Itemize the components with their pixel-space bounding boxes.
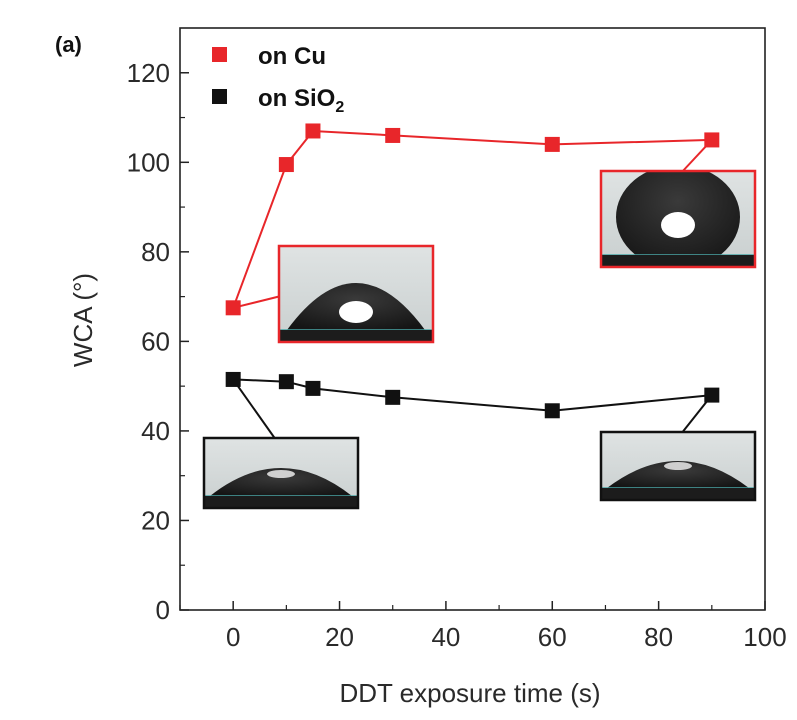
point-sio2: [278, 374, 294, 390]
x-tick-label: 0: [226, 622, 240, 652]
panel-label: (a): [55, 32, 82, 57]
substrate: [601, 488, 755, 500]
series-cu: [225, 123, 720, 316]
substrate: [279, 330, 433, 342]
point-cu: [385, 127, 401, 143]
point-sio2: [544, 403, 560, 419]
series-line-sio2: [233, 378, 712, 412]
plot-border: [179, 27, 766, 611]
droplet-highlight: [664, 462, 692, 470]
y-tick-label: 0: [156, 595, 170, 625]
y-axis-title: WCA (°): [68, 273, 98, 367]
legend-item-cu: on Cu: [212, 43, 326, 70]
inset-sio2-0s: [202, 436, 360, 510]
legend-label: on Cu: [258, 43, 326, 70]
y-tick-label: 80: [141, 237, 170, 267]
inset-sio2-90s: [599, 430, 757, 502]
legend-marker: [212, 47, 227, 62]
y-tick-label: 20: [141, 505, 170, 535]
point-cu: [278, 157, 294, 173]
connector-inset-cu-0s: [232, 295, 282, 309]
legend: on Cu on SiO2: [212, 43, 344, 116]
inset-cu-0s: [277, 244, 435, 344]
connector-inset-sio2-0s: [232, 378, 277, 441]
point-sio2: [385, 389, 401, 405]
x-tick-label: 80: [644, 622, 673, 652]
droplet-highlight: [267, 470, 295, 478]
series-layer: [225, 123, 720, 419]
inset-cu-90s: [599, 169, 757, 269]
substrate: [601, 255, 755, 267]
y-tick-label: 100: [127, 147, 170, 177]
x-axis: 0 20 40 60 80 100: [179, 601, 787, 652]
point-sio2: [704, 387, 720, 403]
x-axis-title: DDT exposure time (s): [339, 678, 600, 708]
droplet-highlight: [339, 301, 373, 323]
inset-border: [599, 169, 757, 269]
legend-label: on SiO2: [258, 85, 344, 116]
x-tick-label: 100: [743, 622, 786, 652]
droplet: [210, 468, 352, 496]
series-line-cu: [232, 129, 712, 309]
legend-item-sio2: on SiO2: [212, 85, 344, 116]
y-axis: 0 20 40 60 80 100 120: [127, 58, 189, 625]
x-tick-label: 20: [325, 622, 354, 652]
droplet: [607, 461, 749, 488]
point-sio2: [305, 380, 321, 396]
y-tick-label: 120: [127, 58, 170, 88]
inset-border: [277, 244, 435, 344]
droplet-highlight: [661, 212, 695, 238]
inset-border: [202, 436, 360, 510]
point-sio2: [225, 371, 241, 387]
inset-border: [599, 430, 757, 502]
x-tick-label: 60: [538, 622, 567, 652]
point-cu: [704, 132, 720, 148]
droplet-insets: [202, 169, 757, 510]
point-cu: [305, 123, 321, 139]
point-cu: [544, 136, 560, 152]
y-tick-label: 60: [141, 326, 170, 356]
substrate: [204, 496, 358, 508]
series-sio2: [225, 371, 720, 419]
y-tick-label: 40: [141, 416, 170, 446]
legend-marker: [212, 89, 227, 104]
plot-frame: [179, 27, 766, 611]
point-cu: [225, 300, 241, 316]
x-tick-label: 40: [431, 622, 460, 652]
